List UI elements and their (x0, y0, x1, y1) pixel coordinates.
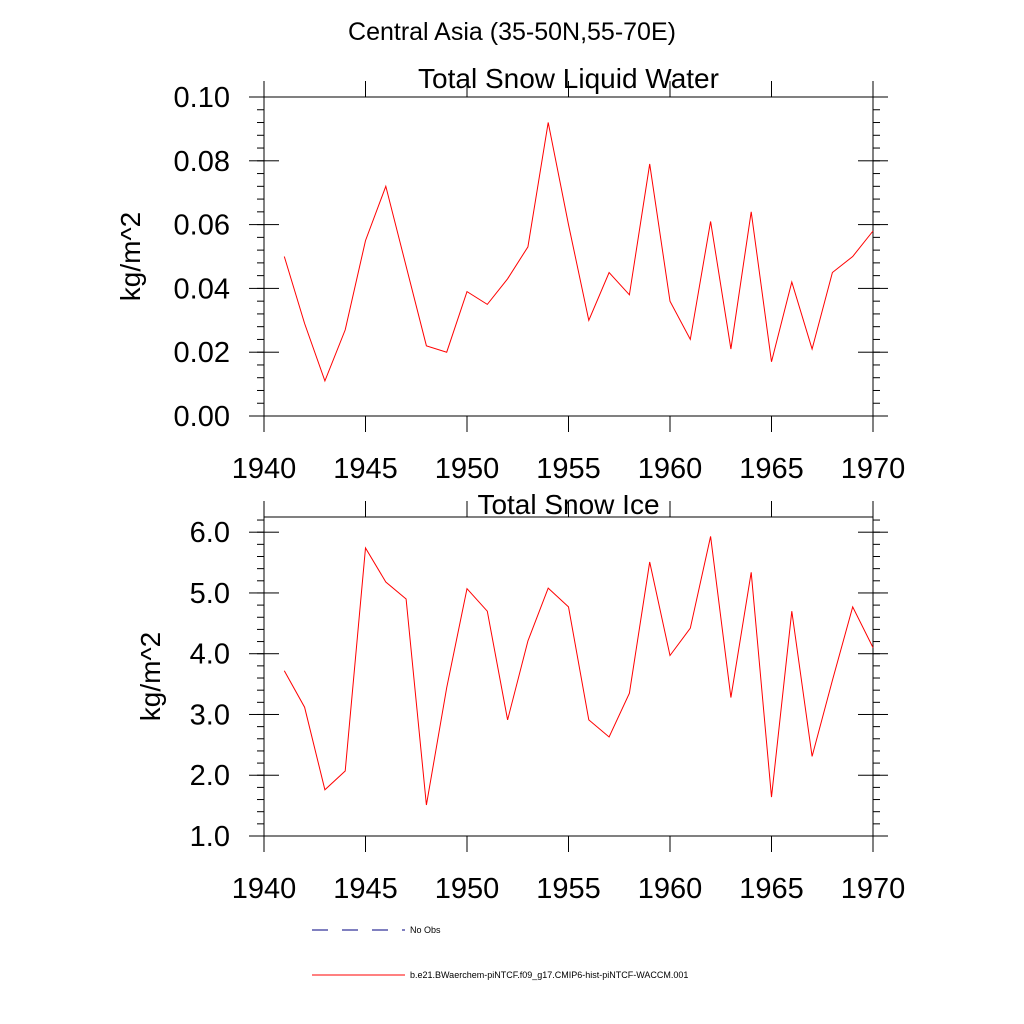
x-tick-label: 1950 (435, 453, 500, 485)
x-tick-label: 1940 (232, 873, 297, 905)
x-tick-label: 1965 (739, 453, 804, 485)
y-tick-label: 4.0 (190, 639, 230, 671)
y-axis-label: kg/m^2 (135, 632, 166, 721)
y-tick-label: 6.0 (190, 517, 230, 549)
y-tick-label: 5.0 (190, 578, 230, 610)
x-tick-label: 1945 (333, 873, 398, 905)
x-tick-label: 1970 (841, 873, 906, 905)
y-tick-label: 1.0 (190, 821, 230, 853)
legend-label: b.e21.BWaerchem-piNTCF.f09_g17.CMIP6-his… (410, 970, 688, 980)
y-tick-label: 0.00 (174, 401, 230, 433)
x-tick-label: 1965 (739, 873, 804, 905)
plot-frame (263, 96, 874, 417)
y-axis-label: kg/m^2 (115, 212, 146, 301)
x-tick-label: 1960 (638, 453, 703, 485)
y-tick-label: 0.06 (174, 210, 230, 242)
legend-item: b.e21.BWaerchem-piNTCF.f09_g17.CMIP6-his… (312, 970, 688, 980)
x-tick-label: 1960 (638, 873, 703, 905)
x-tick-label: 1955 (536, 873, 601, 905)
plot-frame (263, 516, 874, 837)
y-tick-label: 0.10 (174, 82, 230, 114)
series-line-1 (283, 122, 874, 383)
page-title: Central Asia (35-50N,55-70E) (348, 18, 676, 46)
legend: No Obs b.e21.BWaerchem-piNTCF.f09_g17.CMI… (312, 925, 688, 980)
y-tick-label: 0.02 (174, 337, 230, 369)
x-tick-label: 1955 (536, 453, 601, 485)
y-tick-label: 2.0 (190, 760, 230, 792)
x-tick-label: 1945 (333, 453, 398, 485)
legend-label: No Obs (410, 925, 441, 935)
x-tick-label: 1950 (435, 873, 500, 905)
x-tick-label: 1940 (232, 453, 297, 485)
x-tick-label: 1970 (841, 453, 906, 485)
legend-item: No Obs (312, 925, 441, 935)
y-tick-label: 3.0 (190, 699, 230, 731)
y-tick-label: 0.04 (174, 273, 230, 305)
y-tick-label: 0.08 (174, 146, 230, 178)
series-line-1 (283, 536, 874, 806)
